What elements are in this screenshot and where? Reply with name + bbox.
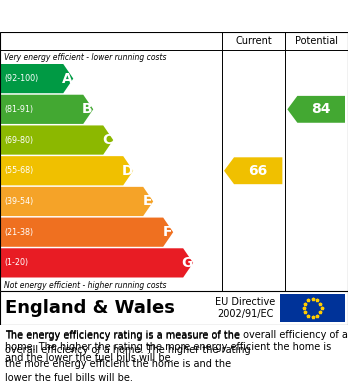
Text: G: G (181, 256, 193, 270)
Text: Potential: Potential (295, 36, 338, 46)
Text: (21-38): (21-38) (4, 228, 33, 237)
Polygon shape (0, 126, 113, 155)
Polygon shape (0, 187, 153, 216)
Text: (69-80): (69-80) (4, 136, 33, 145)
Text: The energy efficiency rating is a measure of the: The energy efficiency rating is a measur… (5, 331, 240, 341)
Text: E: E (142, 194, 152, 208)
Text: The energy efficiency rating is a measure of the overall efficiency of a home. T: The energy efficiency rating is a measur… (5, 330, 348, 363)
Text: overall efficiency of a home. The higher the rating: overall efficiency of a home. The higher… (5, 345, 251, 355)
Text: Energy Efficiency Rating: Energy Efficiency Rating (10, 9, 220, 23)
Text: (1-20): (1-20) (4, 258, 28, 267)
Polygon shape (0, 156, 133, 185)
Text: (55-68): (55-68) (4, 166, 33, 175)
Text: (81-91): (81-91) (4, 105, 33, 114)
Bar (280, 294, 345, 322)
Polygon shape (0, 64, 73, 93)
Polygon shape (224, 157, 282, 184)
Text: 66: 66 (248, 164, 268, 178)
Text: (39-54): (39-54) (4, 197, 33, 206)
Text: EU Directive
2002/91/EC: EU Directive 2002/91/EC (215, 297, 275, 319)
Text: Current: Current (235, 36, 272, 46)
Text: 84: 84 (311, 102, 331, 116)
Text: Not energy efficient - higher running costs: Not energy efficient - higher running co… (4, 280, 166, 289)
Text: A: A (62, 72, 73, 86)
Text: F: F (163, 225, 172, 239)
Text: Very energy efficient - lower running costs: Very energy efficient - lower running co… (4, 52, 166, 61)
Text: England & Wales: England & Wales (5, 299, 175, 317)
Polygon shape (0, 217, 173, 247)
Text: D: D (121, 164, 133, 178)
Text: B: B (82, 102, 93, 116)
Polygon shape (287, 96, 345, 123)
Text: (92-100): (92-100) (4, 74, 38, 83)
Text: lower the fuel bills will be.: lower the fuel bills will be. (5, 373, 133, 383)
Text: the more energy efficient the home is and the: the more energy efficient the home is an… (5, 359, 231, 369)
Polygon shape (0, 95, 93, 124)
Text: C: C (102, 133, 112, 147)
Polygon shape (0, 248, 193, 278)
